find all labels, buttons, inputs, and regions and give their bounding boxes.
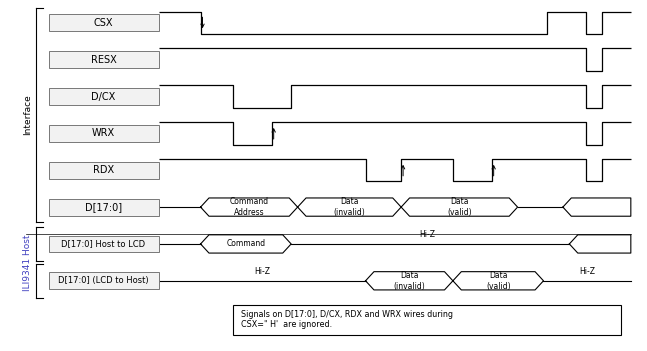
Text: Interface: Interface — [23, 94, 32, 135]
Text: RDX: RDX — [93, 165, 114, 175]
Text: RESX: RESX — [91, 55, 116, 65]
Text: Signals on D[17:0], D/CX, RDX and WRX wires during
CSX=" H'  are ignored.: Signals on D[17:0], D/CX, RDX and WRX wi… — [241, 310, 453, 329]
Bar — [49, 14, 159, 31]
Text: Hi-Z: Hi-Z — [579, 267, 595, 276]
Bar — [49, 199, 159, 216]
Text: ILI9341 Host: ILI9341 Host — [23, 234, 32, 291]
Text: Command
Address: Command Address — [230, 197, 269, 217]
Text: D[17:0]: D[17:0] — [85, 202, 122, 212]
Text: Hi-Z: Hi-Z — [419, 230, 435, 239]
Bar — [49, 272, 159, 289]
Text: Data
(invalid): Data (invalid) — [333, 197, 366, 217]
Text: WRX: WRX — [92, 128, 115, 138]
Text: D[17:0] Host to LCD: D[17:0] Host to LCD — [61, 239, 146, 249]
Bar — [233, 305, 621, 335]
Bar — [49, 125, 159, 142]
Text: Data
(valid): Data (valid) — [486, 271, 510, 291]
Text: CSX: CSX — [94, 18, 113, 28]
Text: D[17:0] (LCD to Host): D[17:0] (LCD to Host) — [58, 276, 149, 285]
Text: Data
(invalid): Data (invalid) — [393, 271, 425, 291]
Bar — [49, 236, 159, 252]
Text: D/CX: D/CX — [91, 92, 116, 101]
Text: Data
(valid): Data (valid) — [447, 197, 472, 217]
Text: Command: Command — [226, 239, 265, 249]
Bar — [49, 162, 159, 179]
Bar — [49, 88, 159, 105]
Bar — [49, 51, 159, 68]
Text: Hi-Z: Hi-Z — [254, 267, 270, 276]
